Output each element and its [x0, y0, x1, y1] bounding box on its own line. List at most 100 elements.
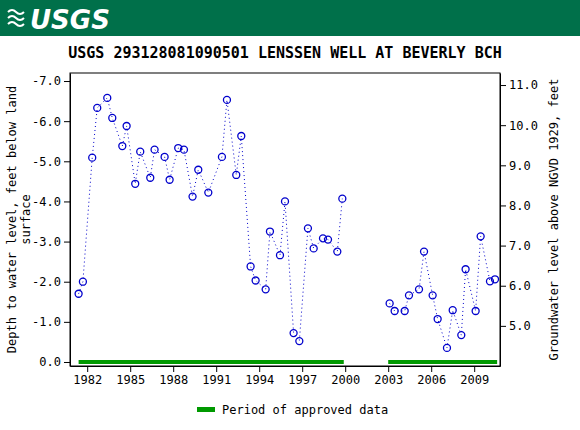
tick-mark	[64, 242, 70, 243]
data-point	[462, 266, 469, 273]
tick-label: 11.0	[509, 78, 538, 92]
tick: 11.0	[500, 78, 538, 92]
data-point	[238, 133, 245, 140]
plot-area	[75, 94, 498, 364]
axis-line	[71, 366, 501, 367]
data-point	[325, 236, 332, 243]
logo-waves	[8, 10, 24, 26]
tick-mark	[64, 121, 70, 122]
tick: -2.0	[32, 275, 70, 289]
tick: 2000	[331, 366, 360, 387]
data-point	[137, 148, 144, 155]
data-point	[151, 146, 158, 153]
data-point	[180, 146, 187, 153]
data-point	[195, 166, 202, 173]
tick-label: 9.0	[509, 159, 531, 173]
tick: 2009	[460, 366, 489, 387]
data-point	[189, 193, 196, 200]
tick-label: 2003	[374, 373, 403, 387]
legend: Period of approved data	[197, 403, 388, 417]
tick-mark	[500, 246, 506, 247]
tick-mark	[130, 366, 131, 372]
tick-mark	[431, 366, 432, 372]
tick-label: 1991	[202, 373, 231, 387]
tick: 2003	[374, 366, 403, 387]
tick: -6.0	[32, 115, 70, 129]
logo-text: USGS	[30, 5, 110, 35]
data-point	[458, 332, 465, 339]
data-point	[266, 228, 273, 235]
tick-label: -5.0	[32, 155, 61, 169]
tick-mark	[345, 366, 346, 372]
tick-mark	[474, 366, 475, 372]
tick-label: 6.0	[509, 279, 531, 293]
tick: -4.0	[32, 195, 70, 209]
data-point	[166, 176, 173, 183]
data-point	[205, 189, 212, 196]
tick-mark	[64, 322, 70, 323]
data-point	[252, 277, 259, 284]
tick-label: 5.0	[509, 319, 531, 333]
data-point	[109, 114, 116, 121]
data-point	[416, 286, 423, 293]
tick: 1985	[116, 366, 145, 387]
logo-wave	[8, 16, 24, 20]
tick-label: 1985	[116, 373, 145, 387]
data-point	[75, 290, 82, 297]
data-point	[233, 171, 240, 178]
tick-label: -7.0	[32, 74, 61, 88]
data-point	[421, 248, 428, 255]
data-point	[147, 174, 154, 181]
data-point	[491, 276, 498, 283]
tick-label: 8.0	[509, 199, 531, 213]
tick: 1994	[245, 366, 274, 387]
logo-wave	[8, 10, 24, 14]
tick: 8.0	[500, 199, 531, 213]
tick-label: -3.0	[32, 235, 61, 249]
tick: 6.0	[500, 279, 531, 293]
data-point	[296, 338, 303, 345]
tick-mark	[64, 282, 70, 283]
data-point	[119, 143, 126, 150]
tick: -1.0	[32, 315, 70, 329]
tick-mark	[64, 201, 70, 202]
tick: 9.0	[500, 159, 531, 173]
data-point	[290, 330, 297, 337]
chart: USGS USGS 293128081090501 LENSSEN WELL AT…	[0, 0, 580, 430]
plot-frame	[70, 73, 500, 366]
axis-line	[500, 74, 501, 367]
tick: 0.0	[39, 355, 70, 369]
title: USGS 293128081090501 LENSSEN WELL AT BEV…	[68, 44, 501, 62]
data-point	[94, 104, 101, 111]
data-point	[282, 198, 289, 205]
tick-mark	[259, 366, 260, 372]
axis: 5.06.07.08.09.010.011.0	[500, 74, 538, 367]
data-point	[276, 252, 283, 259]
data-point	[104, 94, 111, 101]
data-point	[391, 308, 398, 315]
tick-mark	[500, 326, 506, 327]
data-point	[79, 278, 86, 285]
y-axis-title-line: Depth to water level, feet below land	[5, 86, 19, 353]
tick: -3.0	[32, 235, 70, 249]
data-point	[304, 225, 311, 232]
data-point	[401, 308, 408, 315]
data-point	[339, 195, 346, 202]
tick-mark	[302, 366, 303, 372]
data-point	[449, 307, 456, 314]
tick: -7.0	[32, 74, 70, 88]
tick-label: 1997	[288, 373, 317, 387]
data-point	[161, 153, 168, 160]
tick: 1988	[159, 366, 188, 387]
tick-mark	[500, 286, 506, 287]
data-point	[405, 292, 412, 299]
tick-mark	[64, 161, 70, 162]
tick-mark	[500, 125, 506, 126]
tick-label: 1982	[73, 373, 102, 387]
tick-label: -4.0	[32, 195, 61, 209]
tick-mark	[64, 81, 70, 82]
tick-label: 7.0	[509, 239, 531, 253]
y-axis-title-line: surface	[19, 194, 33, 245]
series-line	[79, 98, 495, 348]
data-point	[89, 154, 96, 161]
